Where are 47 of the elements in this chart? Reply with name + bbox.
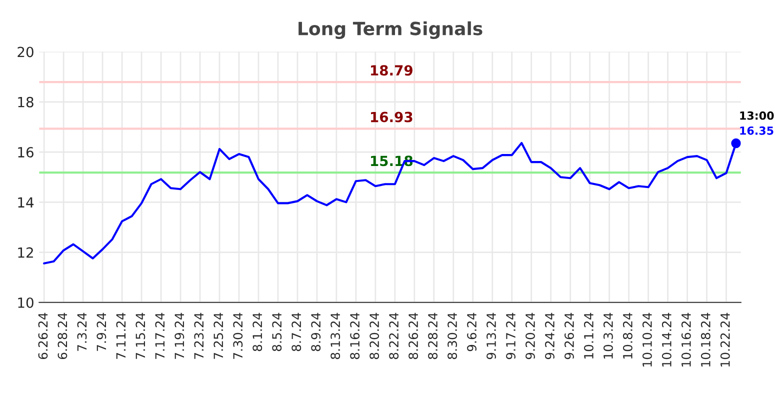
x-tick-label: 7.17.24 <box>155 312 164 359</box>
x-tick-label: 10.14.24 <box>662 312 672 366</box>
x-tick-label: 9.13.24 <box>486 312 496 360</box>
x-tick-label: 10.1.24 <box>584 312 594 359</box>
x-tick-label: 8.13.24 <box>330 312 340 360</box>
x-tick-label: 6.28.24 <box>58 312 68 360</box>
x-tick-label: 7.9.24 <box>96 312 106 351</box>
data-label: 16.35 <box>740 126 774 135</box>
x-tick-label: 8.1.24 <box>252 312 262 352</box>
x-tick-label: 10.16.24 <box>681 312 691 366</box>
x-tick-label: 10.10.24 <box>642 312 652 366</box>
x-tick-label: 9.26.24 <box>564 312 574 360</box>
x-tick-label: 7.11.24 <box>116 312 126 359</box>
x-tick-label: 7.19.24 <box>174 312 184 359</box>
x-tick-label: 8.5.24 <box>272 312 282 352</box>
x-tick-label: 9.20.24 <box>526 312 535 360</box>
x-tick-label: 7.30.24 <box>233 312 243 359</box>
x-tick-label: 8.22.24 <box>389 312 399 360</box>
y-tick-label: 14 <box>18 197 34 208</box>
x-tick-label: 7.15.24 <box>136 312 146 359</box>
y-tick-label: 16 <box>18 147 34 158</box>
annotation: 13:00 <box>740 111 774 120</box>
x-tick-label: 6.26.24 <box>38 312 48 360</box>
ref-line-label: 18.79 <box>371 65 412 76</box>
y-tick-label: 20 <box>18 46 34 58</box>
x-tick-label: 8.9.24 <box>311 312 321 352</box>
chart-title: Long Term Signals <box>298 21 482 39</box>
x-tick-label: 10.18.24 <box>700 312 710 366</box>
x-tick-label: 10.8.24 <box>622 312 632 359</box>
y-tick-label: 10 <box>18 297 34 308</box>
x-tick-label: 8.26.24 <box>408 312 418 360</box>
x-tick-label: 9.6.24 <box>467 312 477 352</box>
y-tick-label: 18 <box>18 96 34 108</box>
ref-line-label: 16.93 <box>371 112 412 122</box>
x-tick-label: 8.30.24 <box>448 312 458 360</box>
y-tick-label: 12 <box>18 247 33 258</box>
x-tick-label: 8.16.24 <box>350 312 360 360</box>
x-tick-label: 9.17.24 <box>506 312 516 360</box>
x-tick-label: 9.24.24 <box>545 312 554 360</box>
x-tick-label: 10.3.24 <box>603 312 613 359</box>
x-tick-label: 8.28.24 <box>428 312 438 360</box>
x-tick-label: 8.7.24 <box>292 312 302 352</box>
x-tick-label: 7.3.24 <box>77 312 87 351</box>
x-tick-label: 10.22.24 <box>720 312 730 366</box>
x-tick-label: 7.23.24 <box>194 312 204 359</box>
x-tick-label: 7.25.24 <box>214 312 224 359</box>
x-tick-label: 8.20.24 <box>370 312 380 360</box>
